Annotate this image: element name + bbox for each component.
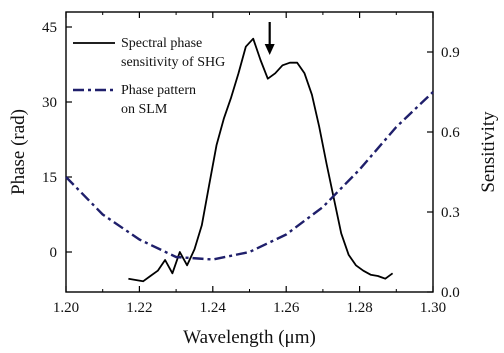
x-tick-label: 1.30: [420, 300, 446, 316]
series-line-1: [65, 91, 434, 261]
x-tick-label: 1.24: [200, 300, 227, 316]
y-left-tick-label: 45: [42, 20, 57, 36]
x-tick-label: 1.26: [273, 300, 300, 316]
y-right-tick-label: 0.0: [441, 285, 460, 301]
x-tick-label: 1.28: [346, 300, 372, 316]
y-left-axis-title: Phase (rad): [8, 109, 29, 195]
x-tick-label: 1.22: [126, 300, 152, 316]
y-left-tick-label: 0: [50, 245, 58, 261]
series-line-0: [128, 37, 394, 283]
legend-label-1a: Phase pattern: [121, 83, 196, 98]
y-right-tick-label: 0.6: [441, 125, 460, 141]
legend-label-1b: on SLM: [121, 102, 168, 117]
y-left-tick-label: 30: [42, 95, 57, 111]
y-left-tick-label: 15: [42, 170, 57, 186]
y-right-axis-title: Sensitivity: [478, 111, 499, 193]
y-right-tick-label: 0.9: [441, 45, 460, 61]
plot-frame: [65, 11, 434, 293]
legend-label-0b: sensitivity of SHG: [121, 55, 225, 70]
chart-marks: 1.20 1.22 1.24 1.26 1.28 1.30 0 15 30 45 0.0 0.3 0.6…: [8, 11, 499, 348]
y-right-tick-label: 0.3: [441, 205, 460, 221]
legend-label-0a: Spectral phase: [121, 36, 202, 51]
x-axis-title: Wavelength (μm): [183, 327, 316, 348]
x-tick-label: 1.20: [53, 300, 79, 316]
arrow-head: [264, 44, 275, 55]
